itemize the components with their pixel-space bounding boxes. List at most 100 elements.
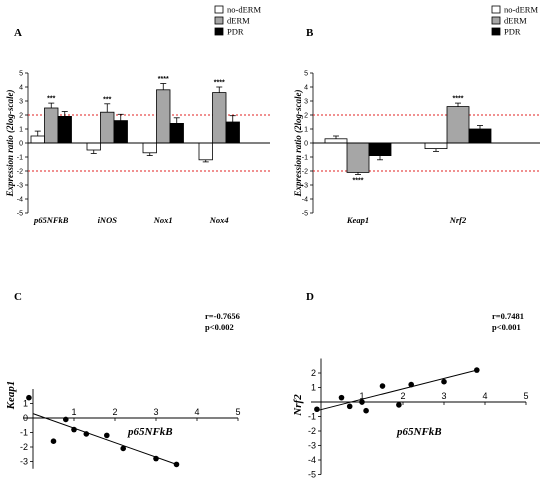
panel-d-stat-r: r=0.7481 [492, 311, 524, 321]
panel-c-x-tick-label: 5 [235, 407, 240, 417]
panel-d-y-tick-label: -1 [308, 412, 316, 422]
panel-d-y-tick-label: -2 [308, 426, 316, 436]
panel-c-x-tick-label: 2 [112, 407, 117, 417]
panel-c-x-tick-label: 4 [194, 407, 199, 417]
panel-letter-a: A [14, 27, 22, 39]
panel-d-y-tick-label: 1 [311, 383, 316, 393]
legend-swatch-1 [214, 16, 224, 25]
legend-swatch-0 [491, 5, 501, 14]
panel-c-data-point [104, 432, 110, 439]
panel-b-y-tick-label: -1 [302, 155, 308, 162]
panel-c-scatter: Keap1 p65NFkB r=-0.7656 p<0.002 1 2 3 4 5 -3 -… [5, 311, 241, 469]
panel-a-significance-label: *** [103, 96, 111, 103]
panel-a-bar [142, 142, 157, 154]
panel-b-y-tick-label: -2 [302, 169, 308, 176]
panel-d-x-tick-label: 3 [441, 391, 446, 401]
panel-a-bar [225, 121, 240, 144]
panel-d-x-tick-label: 2 [400, 391, 405, 401]
panel-a-y-tick-label: 0 [19, 141, 23, 148]
panel-c-data-point [26, 394, 32, 401]
panel-b-bar [324, 138, 348, 144]
panel-c-y-tick-label: 0 [23, 413, 28, 423]
panel-c-data-point [83, 431, 90, 437]
panel-d-data-point [346, 403, 353, 410]
legend-swatch-2 [491, 27, 501, 36]
legend-label-0: no-dERM [227, 5, 261, 15]
panel-b-bar [346, 142, 370, 173]
panel-a-y-tick-label: -4 [17, 197, 23, 204]
panel-c-data-point [153, 455, 159, 462]
panel-d-x-tick-label: 5 [523, 391, 528, 401]
panel-a-category-label: p65NFkB [33, 215, 69, 225]
panel-b-y-tick-label: 3 [304, 99, 308, 106]
panel-c-y-tick-label: 1 [23, 399, 28, 409]
panel-a-bar [113, 120, 128, 144]
panel-d-x-axis-title: p65NFkB [396, 426, 442, 438]
panel-d-trendline [316, 369, 477, 412]
legend-swatch-2 [214, 27, 224, 36]
panel-b-y-axis-title: Expression ratio (2log-scale) [293, 89, 303, 197]
panel-c-data-point [50, 438, 57, 445]
panel-d-data-point [363, 407, 369, 414]
legend-swatch-1 [491, 16, 501, 25]
panel-a-bar [57, 116, 72, 144]
panel-d-scatter: Nrf2 p65NFkB r=0.7481 p<0.001 1 2 3 4 5 -5 -4 -… [292, 311, 529, 480]
panel-d-stat-p: p<0.001 [492, 322, 521, 332]
panel-a-y-tick-label: 3 [19, 99, 23, 106]
panel-letter-d: D [306, 291, 314, 303]
panel-c-data-point [120, 445, 126, 452]
panel-a-bar [44, 107, 59, 144]
panel-d-x-tick-label: 1 [359, 391, 364, 401]
panel-a-bar [156, 89, 171, 144]
panel-d-y-tick-label: -5 [308, 470, 316, 480]
panel-c-y-tick-label: -1 [20, 428, 28, 438]
panel-b-category-label: Keap1 [346, 215, 369, 225]
panel-d-data-point [396, 402, 402, 408]
panel-b-bar [446, 106, 470, 144]
panel-d-x-tick-label: 4 [482, 391, 487, 401]
panel-a-bar-chart: Expression ratio (2log-scale) -5 -4 -3 -2 -1… [5, 71, 270, 225]
panel-c-stat-p: p<0.002 [205, 322, 234, 332]
panel-c-data-point [71, 426, 77, 433]
panel-c-trendline [32, 413, 177, 465]
legend-swatch-0 [214, 5, 224, 14]
panel-a-y-tick-label: 2 [19, 113, 23, 120]
legend-right: no-dERM dERM PDR [491, 5, 538, 37]
panel-a-bar [169, 123, 184, 144]
panel-a-bar [212, 92, 227, 144]
panel-b-y-tick-label: 2 [304, 113, 308, 120]
legend-label-2: PDR [227, 27, 244, 37]
legend-top: no-dERM dERM PDR [214, 5, 261, 37]
panel-b-y-tick-label: -3 [302, 183, 308, 190]
panel-a-significance-label: *** [47, 96, 55, 103]
panel-b-y-tick-label: -4 [302, 197, 308, 204]
panel-a-significance-label: **** [158, 76, 169, 83]
panel-c-y-tick-label: -3 [20, 457, 28, 467]
panel-c-x-tick-label: 3 [153, 407, 158, 417]
panel-c-x-tick-label: 1 [71, 407, 76, 417]
panel-b-bar [424, 142, 448, 149]
panel-a-bar [86, 142, 101, 151]
panel-d-data-point [441, 378, 447, 385]
panel-b-significance-label: **** [353, 178, 364, 185]
panel-d-y-tick-label: -4 [308, 455, 316, 465]
panel-b-y-tick-label: -5 [302, 211, 308, 218]
panel-c-y-axis-title: Keap1 [5, 381, 17, 411]
panel-a-category-label: iNOS [98, 215, 118, 225]
panel-a-y-tick-label: -3 [17, 183, 23, 190]
panel-a-y-tick-label: 5 [19, 71, 23, 78]
panel-b-bar [368, 142, 392, 156]
legend-label-0: no-dERM [504, 5, 538, 15]
panel-a-y-tick-label: -2 [17, 169, 23, 176]
panel-a-significance-label: **** [214, 80, 225, 87]
panel-b-bar-chart: Expression ratio (2log-scale) -5 -4 -3 -2 -1… [293, 71, 540, 225]
panel-d-y-tick-label: 2 [311, 368, 316, 378]
panel-d-data-point [379, 383, 386, 389]
panel-c-x-axis-title: p65NFkB [127, 426, 173, 438]
panel-a-category-label: Nox1 [153, 215, 173, 225]
panel-a-bar [198, 142, 213, 161]
panel-letter-b: B [306, 27, 314, 39]
panel-a-bar [100, 111, 115, 144]
panel-b-significance-label: **** [453, 96, 464, 103]
